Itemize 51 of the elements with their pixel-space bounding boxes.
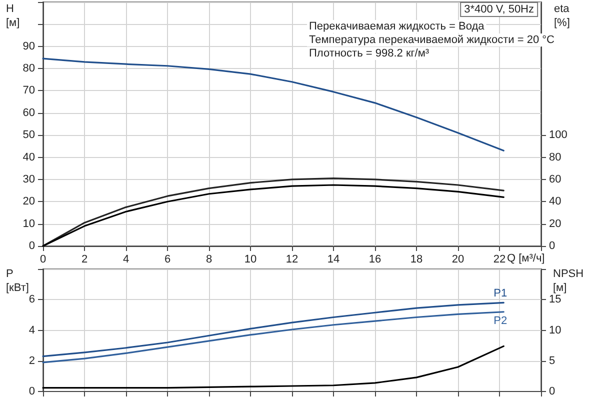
- chart-title: 3*400 V, 50Hz: [464, 4, 534, 16]
- annotation: Температура перекачиваемой жидкости = 20 °C: [309, 34, 555, 46]
- y2-tick-label: 20: [549, 218, 562, 230]
- x-tick-label: 16: [368, 254, 382, 266]
- y-tick-label: 30: [22, 173, 35, 186]
- y-tick-label: 60: [22, 106, 35, 119]
- line-series: [42, 345, 504, 389]
- y2-axis-title: NPSH [м]: [553, 268, 584, 294]
- y-tick-label: 2: [28, 354, 35, 367]
- y2-tick-label: 60: [549, 173, 562, 186]
- x-tick-label: 12: [286, 254, 298, 266]
- x-tick-label: 22: [493, 254, 506, 266]
- y-tick-label: 6: [28, 294, 35, 306]
- x-tick-label: 18: [410, 254, 423, 266]
- y-tick-label: 10: [22, 218, 35, 230]
- y-tick-label: 50: [22, 129, 35, 142]
- y2-tick-label: 10: [549, 324, 562, 336]
- y2-tick-label: 5: [549, 354, 556, 367]
- y-tick-label: 0: [28, 240, 35, 252]
- x-tick-label: 4: [122, 254, 130, 266]
- x-axis-title: Q [м³/ч]: [507, 252, 545, 264]
- y-tick-label: 80: [22, 62, 35, 75]
- y-tick-label: 90: [22, 40, 35, 52]
- x-tick-label: 20: [452, 254, 464, 266]
- y-axis-title: P [кВт]: [6, 268, 29, 294]
- x-tick-label: 0: [40, 254, 46, 266]
- y-tick-label: 4: [28, 324, 35, 336]
- y2-tick-label: 0: [549, 386, 556, 398]
- y-tick-label: 40: [22, 151, 35, 164]
- line-series: [42, 302, 504, 358]
- y2-tick-label: 40: [549, 196, 562, 208]
- y2-tick-label: 100: [549, 129, 568, 142]
- line-series: [42, 58, 504, 152]
- y2-tick-label: 15: [549, 294, 562, 306]
- y2-axis-title: eta [%]: [554, 3, 570, 29]
- x-tick-label: 2: [81, 254, 88, 266]
- y-tick-label: 20: [22, 196, 35, 208]
- y-axis-title: H [м]: [6, 3, 20, 29]
- x-tick-label: 14: [327, 254, 340, 266]
- y-tick-label: 70: [22, 84, 35, 97]
- x-tick-label: 8: [206, 254, 212, 266]
- series-label: P2: [494, 314, 508, 327]
- y2-tick-label: 80: [549, 151, 562, 164]
- x-tick-label: 10: [244, 254, 257, 266]
- annotation: Плотность = 998.2 кг/м³: [309, 48, 430, 60]
- y-tick-label: 0: [28, 386, 35, 398]
- annotation: Перекачиваемая жидкость = Вода: [309, 20, 486, 32]
- y2-tick-label: 0: [549, 240, 556, 252]
- line-series: [42, 311, 504, 364]
- series-label: P1: [494, 288, 508, 300]
- x-tick-label: 6: [164, 254, 171, 266]
